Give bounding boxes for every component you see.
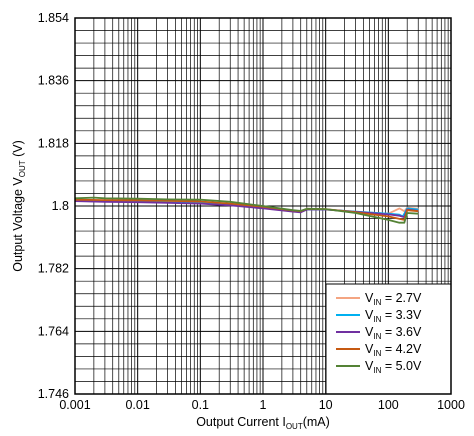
y-tick-label: 1.782: [38, 262, 69, 276]
legend-label: VIN = 3.6V: [365, 325, 422, 341]
x-tick-label: 1: [260, 398, 267, 412]
legend-box: [325, 283, 452, 395]
y-tick-label: 1.836: [38, 74, 69, 88]
y-tick-label: 1.8: [52, 199, 69, 213]
series-line-2: [74, 200, 419, 219]
y-tick-label: 1.746: [38, 387, 69, 401]
series-lines: [74, 196, 419, 224]
x-tick-label: 0.001: [59, 398, 90, 412]
tick-labels: 0.001 0.01 0.1 1 10 100 1000 1.854 1.836 1.818 1.8…: [38, 11, 465, 412]
series-line-4: [74, 196, 419, 224]
legend-label: VIN = 3.3V: [365, 308, 422, 324]
y-axis-label: Output Voltage VOUT (V): [11, 140, 27, 272]
legend-label: VIN = 4.2V: [365, 342, 422, 358]
x-tick-label: 100: [378, 398, 399, 412]
x-tick-label: 10: [319, 398, 333, 412]
legend-label: VIN = 2.7V: [365, 291, 422, 307]
y-tick-label: 1.818: [38, 136, 69, 150]
legend-label: VIN = 5.0V: [365, 359, 422, 375]
plot-frame: [74, 17, 452, 395]
axis-labels: Output Current IOUT(mA) Output Voltage VO…: [11, 140, 330, 431]
y-tick-label: 1.854: [38, 11, 69, 25]
y-tick-label: 1.764: [38, 324, 69, 338]
x-tick-label: 0.1: [192, 398, 209, 412]
x-tick-label: 1000: [437, 398, 465, 412]
x-tick-label: 0.01: [125, 398, 149, 412]
x-axis-label: Output Current IOUT(mA): [196, 415, 330, 431]
